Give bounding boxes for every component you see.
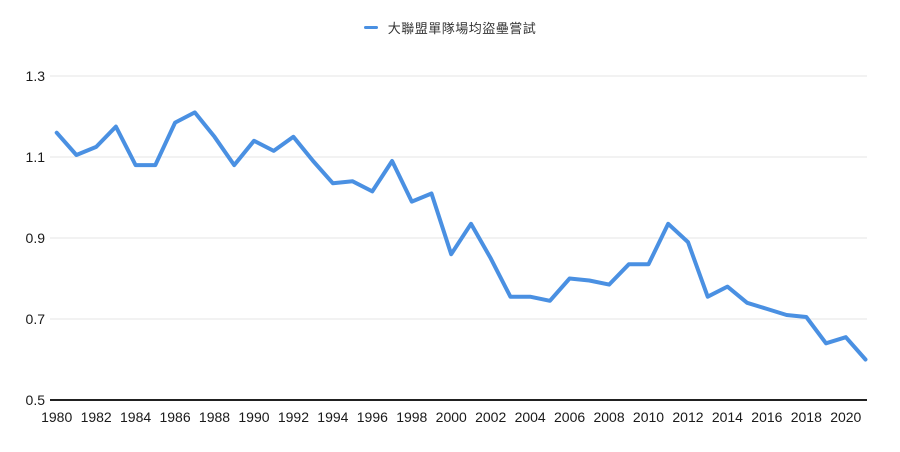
y-tick-label: 1.3: [26, 68, 46, 84]
data-series-line: [54, 110, 868, 362]
x-tick-label: 2004: [515, 409, 546, 425]
legend-line-marker: [363, 26, 378, 29]
x-tick-label: 1992: [278, 409, 309, 425]
x-tick-label: 1982: [81, 409, 112, 425]
x-tick-label: 2018: [791, 409, 822, 425]
x-tick-label: 1990: [238, 409, 269, 425]
y-tick-label: 0.7: [26, 311, 46, 327]
x-tick-label: 2008: [593, 409, 624, 425]
x-tick-label: 2014: [712, 409, 743, 425]
legend: 大聯盟單隊場均盜壘嘗試: [0, 18, 900, 37]
x-tick-label: 2012: [672, 409, 703, 425]
x-tick-label: 2010: [633, 409, 664, 425]
x-tick-label: 2020: [830, 409, 861, 425]
x-tick-label: 1994: [317, 409, 348, 425]
x-tick-label: 1986: [159, 409, 190, 425]
y-tick-label: 0.9: [26, 230, 46, 246]
x-tick-label: 1998: [396, 409, 427, 425]
x-tick-label: 1988: [199, 409, 230, 425]
legend-series-label: 大聯盟單隊場均盜壘嘗試: [387, 21, 537, 36]
y-tick-label: 1.1: [26, 149, 46, 165]
x-tick-label: 2000: [436, 409, 467, 425]
x-tick-label: 2006: [554, 409, 585, 425]
x-tick-label: 2016: [751, 409, 782, 425]
x-tick-label: 1984: [120, 409, 151, 425]
y-tick-label: 0.5: [26, 392, 46, 408]
x-tick-label: 2002: [475, 409, 506, 425]
x-tick-label: 1996: [357, 409, 388, 425]
x-tick-label: 1980: [41, 409, 72, 425]
